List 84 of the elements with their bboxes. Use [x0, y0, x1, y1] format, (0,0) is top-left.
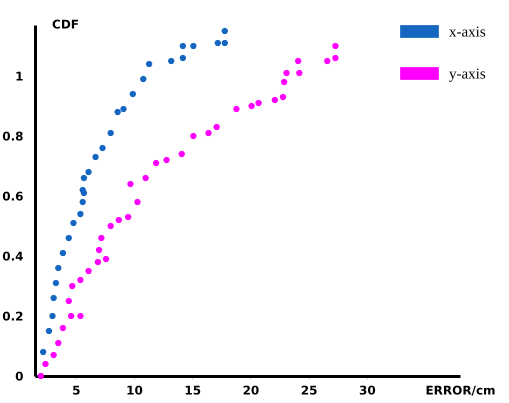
- point: [146, 60, 152, 68]
- point: [180, 54, 186, 62]
- point: [99, 144, 106, 152]
- y-tick-label: 0.4: [2, 250, 24, 264]
- point: [96, 246, 102, 254]
- point: [40, 348, 46, 356]
- x-tick-label: 25: [300, 384, 318, 398]
- legend-label: y-axis: [449, 66, 486, 82]
- point: [114, 108, 121, 116]
- point: [213, 124, 220, 130]
- point: [127, 180, 134, 188]
- point: [80, 174, 88, 182]
- point: [120, 106, 127, 112]
- point: [124, 214, 132, 220]
- point: [190, 42, 197, 50]
- y-tick-label: 0: [15, 370, 24, 384]
- y-tick-label: 0.6: [2, 190, 24, 204]
- point: [102, 256, 110, 262]
- point: [152, 160, 160, 166]
- point: [80, 186, 86, 194]
- point: [66, 234, 72, 242]
- point: [98, 234, 105, 242]
- point: [70, 220, 77, 226]
- point: [296, 70, 302, 76]
- point: [77, 210, 84, 218]
- point: [178, 150, 185, 158]
- x-tick-label: 5: [72, 384, 80, 398]
- y-tick-label: 0.2: [2, 310, 24, 324]
- point: [38, 372, 44, 380]
- point: [168, 58, 174, 64]
- point: [69, 282, 76, 290]
- point: [50, 294, 57, 302]
- point: [52, 280, 60, 286]
- point: [222, 40, 228, 46]
- legend-label: x-axis: [449, 24, 486, 40]
- point: [190, 132, 197, 140]
- point: [205, 130, 212, 136]
- point: [280, 94, 286, 100]
- point: [85, 168, 92, 176]
- point: [283, 70, 290, 76]
- point: [66, 298, 72, 304]
- point: [94, 258, 102, 266]
- x-tick-label: 15: [184, 384, 202, 398]
- point: [68, 312, 74, 320]
- point: [140, 76, 146, 82]
- point: [180, 42, 186, 50]
- point: [332, 42, 339, 50]
- x-tick-label: 20: [242, 384, 260, 398]
- point: [49, 312, 56, 320]
- x-tick-label: 10: [126, 384, 143, 398]
- point: [60, 324, 66, 332]
- y-tick-label: 1: [15, 70, 24, 84]
- point: [42, 360, 49, 368]
- point: [77, 312, 84, 320]
- point: [163, 156, 170, 164]
- x-axis-title: ERROR/cm: [425, 384, 496, 398]
- point: [214, 40, 221, 46]
- point: [248, 102, 255, 110]
- point: [332, 54, 339, 62]
- point: [130, 90, 136, 98]
- point: [85, 268, 92, 274]
- point: [92, 154, 99, 160]
- point: [77, 276, 84, 284]
- point: [281, 78, 288, 86]
- point: [294, 58, 302, 64]
- x-tick-label: 30: [359, 384, 376, 398]
- point: [108, 222, 114, 230]
- y-tick-label: 0.8: [2, 130, 24, 144]
- point: [55, 264, 62, 272]
- point: [134, 198, 141, 206]
- point: [116, 216, 122, 224]
- point: [324, 58, 330, 64]
- point: [50, 352, 57, 358]
- y-axis-title: CDF: [52, 18, 79, 32]
- point: [142, 174, 149, 182]
- point: [222, 28, 228, 34]
- point: [46, 328, 52, 334]
- point: [55, 340, 62, 346]
- point: [60, 250, 66, 256]
- point: [255, 100, 262, 106]
- point: [108, 130, 114, 136]
- point: [80, 198, 86, 206]
- point: [233, 106, 240, 112]
- point: [272, 96, 278, 104]
